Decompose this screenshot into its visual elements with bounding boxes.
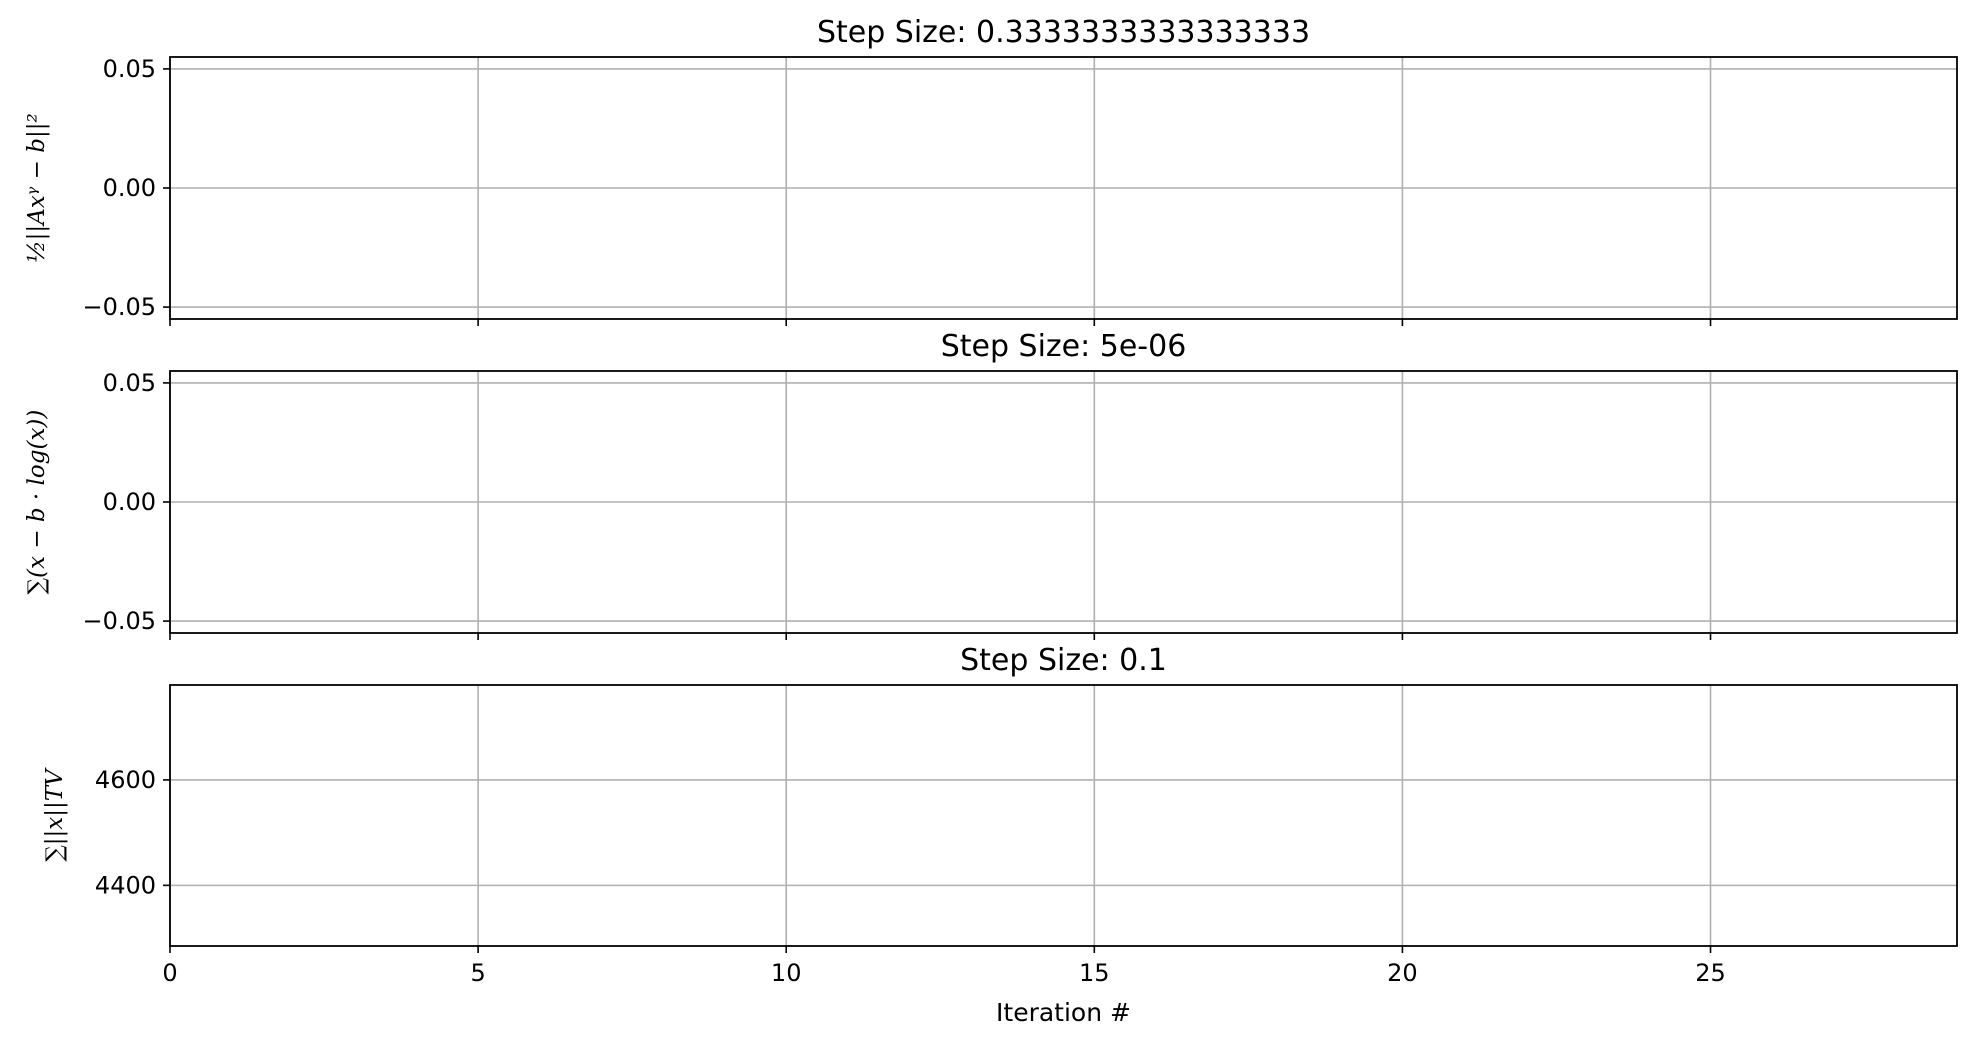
x-tick-label: 0: [162, 959, 177, 987]
y-axis-label: ½||Axᵞ − b||²: [24, 113, 50, 262]
x-tick-label: 10: [771, 959, 802, 987]
axes-frame: [169, 684, 1958, 947]
subplot-title: Step Size: 0.1: [960, 643, 1167, 678]
subplot-3: 0 5 10 15 20 25 4400 4600 Step Size: 0.1 ∑||x||TV…: [42, 643, 1958, 1027]
x-tick-label: 20: [1387, 959, 1418, 987]
plot-area: [170, 685, 1957, 946]
x-tick-label: 5: [470, 959, 485, 987]
y-tick-label: −0.05: [82, 293, 156, 321]
x-tick-label: 15: [1079, 959, 1110, 987]
y-tick-label: 0.00: [103, 488, 156, 516]
y-tick-label: 4400: [95, 871, 156, 899]
y-tick-label: 0.00: [103, 174, 156, 202]
y-axis-label: ∑(x − b · log(x)): [24, 410, 50, 595]
y-tick-label: −0.05: [82, 607, 156, 635]
subplot-1: −0.05 0.00 0.05 Step Size: 0.33333333333333…: [24, 15, 1958, 326]
y-tick-label: 4600: [95, 766, 156, 794]
x-axis-label: Iteration #: [996, 998, 1131, 1027]
subplot-title: Step Size: 0.3333333333333333: [817, 15, 1310, 50]
y-tick-label: 0.05: [103, 55, 156, 83]
subplot-2: −0.05 0.00 0.05 Step Size: 5e-06 ∑(x − b · l…: [24, 329, 1958, 640]
y-axis-label: ∑||x||TV: [42, 767, 68, 862]
subplot-title: Step Size: 5e-06: [941, 329, 1187, 364]
x-tick-label: 25: [1695, 959, 1726, 987]
y-tick-label: 0.05: [103, 369, 156, 397]
